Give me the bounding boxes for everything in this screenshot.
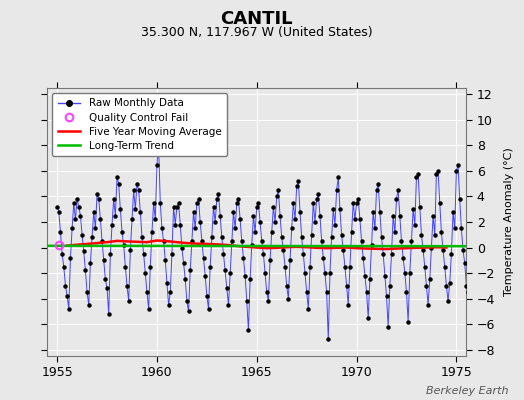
- Y-axis label: Temperature Anomaly (°C): Temperature Anomaly (°C): [504, 148, 514, 296]
- Text: CANTIL: CANTIL: [221, 10, 293, 28]
- Text: Berkeley Earth: Berkeley Earth: [426, 386, 508, 396]
- Text: 35.300 N, 117.967 W (United States): 35.300 N, 117.967 W (United States): [141, 26, 373, 39]
- Legend: Raw Monthly Data, Quality Control Fail, Five Year Moving Average, Long-Term Tren: Raw Monthly Data, Quality Control Fail, …: [52, 93, 227, 156]
